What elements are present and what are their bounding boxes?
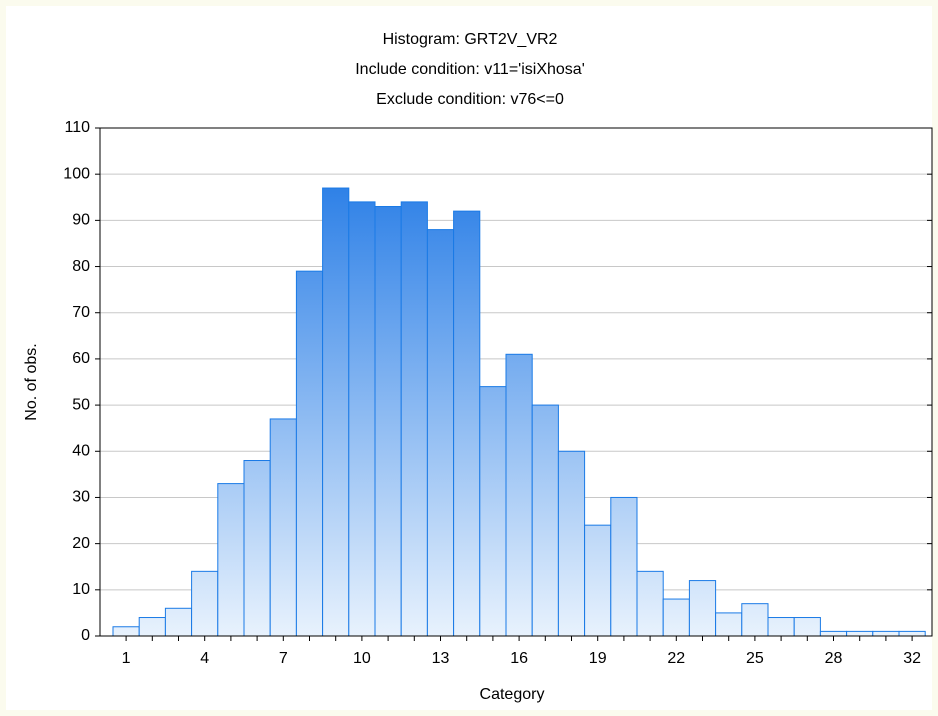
bar [505,353,533,637]
bar [138,617,166,637]
bar [164,607,193,637]
bar [453,210,481,637]
y-tick-label: 70 [72,304,90,321]
bar [662,598,690,637]
y-tick-label: 100 [63,165,90,182]
bar [898,630,926,637]
chart-subtitle: Exclude condition: v76<=0 [376,91,564,108]
y-tick-label: 110 [64,119,90,136]
chart-subtitle: Include condition: v11='isiXhosa' [355,61,585,78]
bar [426,229,455,637]
bar [400,201,428,637]
x-axis-label: Category [480,686,545,703]
y-tick-label: 0 [81,627,90,644]
y-tick-label: 10 [72,581,90,598]
x-tick-label: 19 [589,650,607,667]
y-tick-label: 80 [72,258,90,275]
bar [295,270,324,637]
x-tick-label: 22 [667,650,685,667]
bar [557,450,586,637]
bar [688,580,717,637]
bar [715,612,743,637]
x-tick-label: 1 [122,650,131,667]
bar [610,496,638,637]
y-tick-label: 60 [72,350,90,367]
x-tick-label: 13 [432,650,450,667]
x-tick-label: 32 [903,650,921,667]
bar [819,630,848,637]
bar [322,187,350,637]
y-tick-label: 40 [72,442,90,459]
y-tick-label: 90 [72,212,90,229]
bar [112,626,140,637]
y-axis-label: No. of obs. [23,343,40,420]
y-tick-label: 30 [72,489,90,506]
bar [584,524,612,637]
bar [243,460,271,637]
x-tick-label: 25 [746,650,764,667]
bar [767,617,795,637]
y-tick-label: 50 [72,396,90,413]
bar [348,201,376,637]
bar [846,630,874,637]
bar [636,570,664,637]
x-tick-label: 10 [353,650,371,667]
plot-frame [99,127,933,637]
x-tick-label: 7 [279,650,288,667]
bar [374,206,402,637]
chart-title: Histogram: GRT2V_VR2 [383,31,558,48]
x-tick-label: 16 [510,650,528,667]
bar [269,418,297,637]
bar [191,570,219,637]
x-tick-label: 4 [200,650,209,667]
bar [531,404,559,637]
x-tick-label: 28 [825,650,843,667]
bar [793,617,821,637]
bar [217,483,245,637]
bar [741,603,769,637]
bar [872,630,900,637]
bar [479,386,507,637]
y-tick-label: 20 [72,535,90,552]
